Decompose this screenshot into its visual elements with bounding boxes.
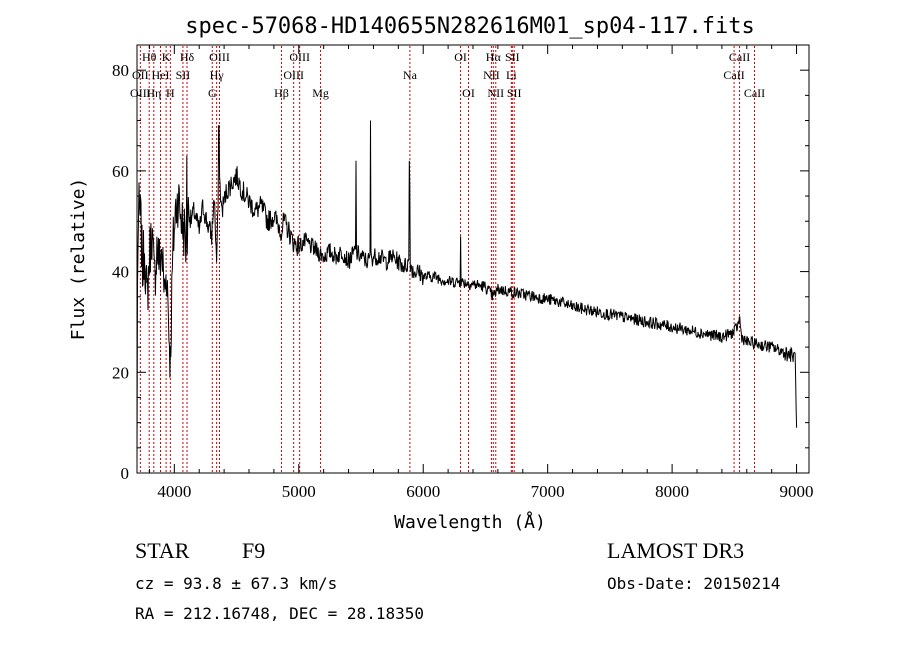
y-tick-label: 80	[112, 61, 129, 80]
x-tick-label: 7000	[531, 482, 565, 501]
y-tick-label: 20	[112, 363, 129, 382]
object-class: STAR	[135, 538, 190, 563]
spectral-line-label: SII	[176, 68, 191, 82]
survey-name: LAMOST DR3	[607, 538, 745, 563]
spectral-line-label: G	[208, 86, 217, 100]
x-tick-label: 4000	[157, 482, 191, 501]
spectral-line-label: Hβ	[274, 86, 289, 100]
spectral-line-label: OIII	[130, 86, 151, 100]
x-axis-ticks: 4000 5000 6000 7000 8000 9000	[148, 45, 814, 501]
spectral-line-label: Mg	[312, 86, 329, 100]
spectral-line-label: OIII	[283, 68, 304, 82]
spectral-line-label: SII	[505, 50, 520, 64]
spectral-line-label: CaII	[744, 86, 765, 100]
spectrum-series	[136, 120, 798, 463]
spectral-line-label: OI	[462, 86, 475, 100]
spectral-line-label: OI	[454, 50, 467, 64]
x-tick-label: 6000	[406, 482, 440, 501]
spectral-line-label: SII	[507, 86, 522, 100]
y-tick-label: 40	[112, 263, 129, 282]
y-tick-label: 60	[112, 162, 129, 181]
spectral-line-label: H	[166, 86, 175, 100]
object-subclass: F9	[242, 538, 266, 563]
spectral-line-label: Hδ	[180, 50, 195, 64]
spectral-line-label: Hη	[146, 86, 161, 100]
spectral-line-label: K	[162, 50, 171, 64]
spectral-line-label: NII	[487, 86, 504, 100]
y-axis-ticks: 0 20 40 60 80	[112, 61, 809, 483]
spectral-line-label: OII	[132, 68, 149, 82]
x-tick-label: 5000	[282, 482, 316, 501]
x-tick-label: 9000	[780, 482, 814, 501]
spectral-line-label: OIII	[289, 50, 310, 64]
spectral-line-label: Na	[403, 68, 418, 82]
coordinates: RA = 212.16748, DEC = 28.18350	[135, 604, 424, 623]
redshift-value: cz = 93.8 ± 67.3 km/s	[135, 574, 338, 593]
spectral-line-label: Hα	[486, 50, 502, 64]
spectral-line-label: HeI	[152, 68, 170, 82]
spectral-line-label: Hθ	[142, 50, 157, 64]
chart-title: spec-57068-HD140655N282616M01_sp04-117.f…	[185, 14, 755, 39]
y-axis-label: Flux (relative)	[68, 178, 89, 341]
y-tick-label: 0	[121, 464, 130, 483]
spectral-line-markers	[139, 46, 755, 472]
x-axis-label: Wavelength (Å)	[394, 511, 546, 533]
spectral-line-label: Hγ	[210, 68, 225, 82]
x-tick-label: 8000	[655, 482, 689, 501]
spectral-line-label: Li	[506, 68, 517, 82]
spectral-line-label: CaII	[723, 68, 744, 82]
observation-date: Obs-Date: 20150214	[607, 574, 781, 593]
spectral-line-label: OIII	[209, 50, 230, 64]
spectral-line-label: NII	[483, 68, 500, 82]
plot-frame	[136, 44, 810, 474]
spectral-line-label: CaII	[729, 50, 750, 64]
